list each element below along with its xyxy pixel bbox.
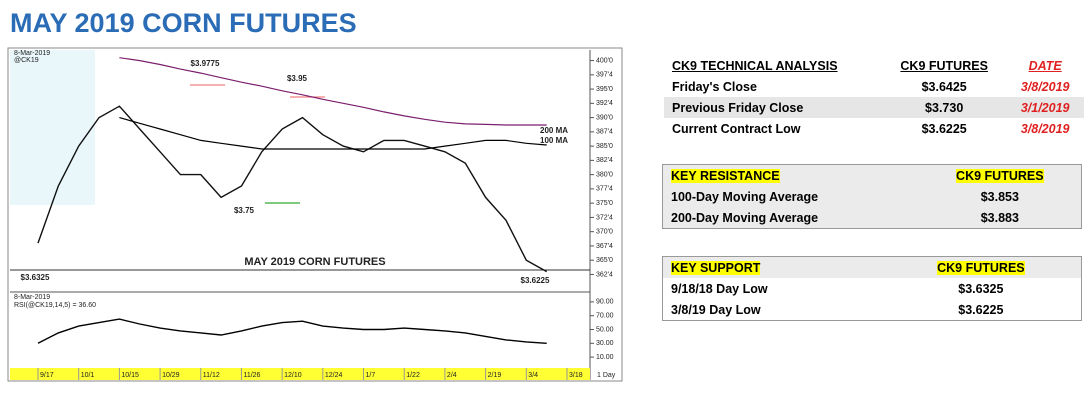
y-tick-label: 385'0	[596, 143, 613, 150]
panel-date: 8-Mar-2019	[14, 50, 50, 57]
header-cell: CK9 TECHNICAL ANALYSIS	[672, 58, 838, 73]
x-tick-label: 10/1	[81, 372, 95, 379]
cell: 9/18/18 Day Low	[671, 281, 768, 296]
y-tick-label: 370'0	[596, 229, 613, 236]
analysis-table: CK9 TECHNICAL ANALYSIS CK9 FUTURES DATE Fr…	[664, 55, 1084, 139]
header-text: KEY SUPPORT	[671, 260, 761, 275]
y-tick-label: 380'0	[596, 171, 613, 178]
cell: $3.6425	[921, 79, 967, 94]
cell: 3/8/2019	[1020, 79, 1070, 94]
header-text: CK9 FUTURES	[956, 168, 1044, 183]
cell: $3.6325	[958, 281, 1004, 296]
panel-date: 8-Mar-2019	[14, 294, 50, 301]
cell: Previous Friday Close	[672, 100, 804, 115]
x-tick-label: 12/24	[325, 372, 343, 379]
series-line	[119, 117, 547, 150]
x-tick-label: 3/18	[569, 372, 583, 379]
y-tick-label: 365'0	[596, 257, 613, 264]
y-tick-label: 90.00	[596, 299, 614, 306]
series-line	[37, 318, 547, 344]
price-annotation: $3.75	[234, 206, 255, 215]
panel-title: RSI(@CK19,14,5) = 36.60	[14, 302, 96, 309]
x-tick-label: 2/4	[447, 372, 457, 379]
y-tick-label: 387'4	[596, 129, 613, 136]
x-tick-label: 10/29	[162, 372, 180, 379]
cell: Current Contract Low	[672, 121, 801, 136]
support-table: KEY SUPPORT CK9 FUTURES 9/18/18 Day Low $3…	[662, 256, 1082, 321]
x-tick-label: 12/10	[284, 372, 302, 379]
cell: $3.6225	[921, 121, 967, 136]
y-tick-label: 375'0	[596, 200, 613, 207]
series-line	[37, 105, 548, 273]
y-tick-label: 30.00	[596, 340, 614, 347]
x-tick-label: 2/19	[488, 372, 502, 379]
cell: 3/8/19 Day Low	[671, 302, 761, 317]
header-text: KEY RESISTANCE	[671, 168, 780, 183]
x-tick-label: 9/17	[40, 372, 54, 379]
price-annotation: $3.95	[287, 74, 308, 83]
cell: 100-Day Moving Average	[671, 189, 819, 204]
y-tick-label: 70.00	[596, 313, 614, 320]
price-annotation: $3.6225	[521, 276, 550, 285]
x-tick-label: 3/4	[528, 372, 538, 379]
ma-label: 100 MA	[540, 136, 568, 145]
x-tick-label: 1/7	[366, 372, 376, 379]
y-tick-label: 372'4	[596, 214, 613, 221]
y-tick-label: 377'4	[596, 186, 613, 193]
ma-label: 200 MA	[540, 126, 568, 135]
interval-label: 1 Day	[597, 372, 616, 379]
y-tick-label: 397'4	[596, 72, 613, 79]
x-tick-label: 11/12	[203, 372, 220, 379]
y-tick-label: 390'0	[596, 114, 613, 121]
series-line	[119, 57, 547, 126]
y-tick-label: 382'4	[596, 157, 613, 164]
symbol: @CK19	[14, 57, 39, 64]
chart: 400'0 397'4 395'0 392'4 390'0 387'4 385'0 382'4…	[7, 47, 623, 382]
y-tick-label: 392'4	[596, 100, 613, 107]
cell: Friday's Close	[672, 79, 757, 94]
cell: $3.6225	[958, 302, 1004, 317]
cell: $3.730	[925, 100, 964, 115]
chart-label: MAY 2019 CORN FUTURES	[244, 256, 385, 268]
cell: 200-Day Moving Average	[671, 210, 819, 225]
header-cell: DATE	[1028, 58, 1062, 73]
header-text: CK9 FUTURES	[937, 260, 1025, 275]
header-cell: CK9 FUTURES	[919, 165, 1082, 187]
x-tick-label: 11/26	[243, 372, 260, 379]
x-tick-label: 10/15	[121, 372, 139, 379]
x-tick-label: 1/22	[406, 372, 420, 379]
cell: $3.883	[980, 210, 1019, 225]
cell: 3/1/2019	[1020, 100, 1070, 115]
header-cell: KEY SUPPORT	[663, 257, 881, 279]
y-tick-label: 50.00	[596, 326, 614, 333]
y-tick-label: 10.00	[596, 354, 614, 361]
y-tick-label: 362'4	[596, 271, 613, 278]
legend-panel	[10, 50, 95, 205]
y-tick-label: 400'0	[596, 57, 613, 64]
header-cell: CK9 FUTURES	[881, 257, 1082, 279]
header-cell: KEY RESISTANCE	[663, 165, 919, 187]
header-cell: CK9 FUTURES	[900, 58, 988, 73]
chart-frame	[7, 47, 623, 382]
price-annotation: $3.6325	[21, 273, 50, 282]
y-tick-label: 367'4	[596, 243, 613, 250]
cell: $3.853	[980, 189, 1019, 204]
page-title: MAY 2019 CORN FUTURES	[10, 8, 357, 38]
price-annotation: $3.9775	[191, 59, 220, 68]
resistance-table: KEY RESISTANCE CK9 FUTURES 100-Day Moving…	[662, 164, 1082, 229]
y-tick-label: 395'0	[596, 86, 613, 93]
cell: 3/8/2019	[1020, 121, 1070, 136]
